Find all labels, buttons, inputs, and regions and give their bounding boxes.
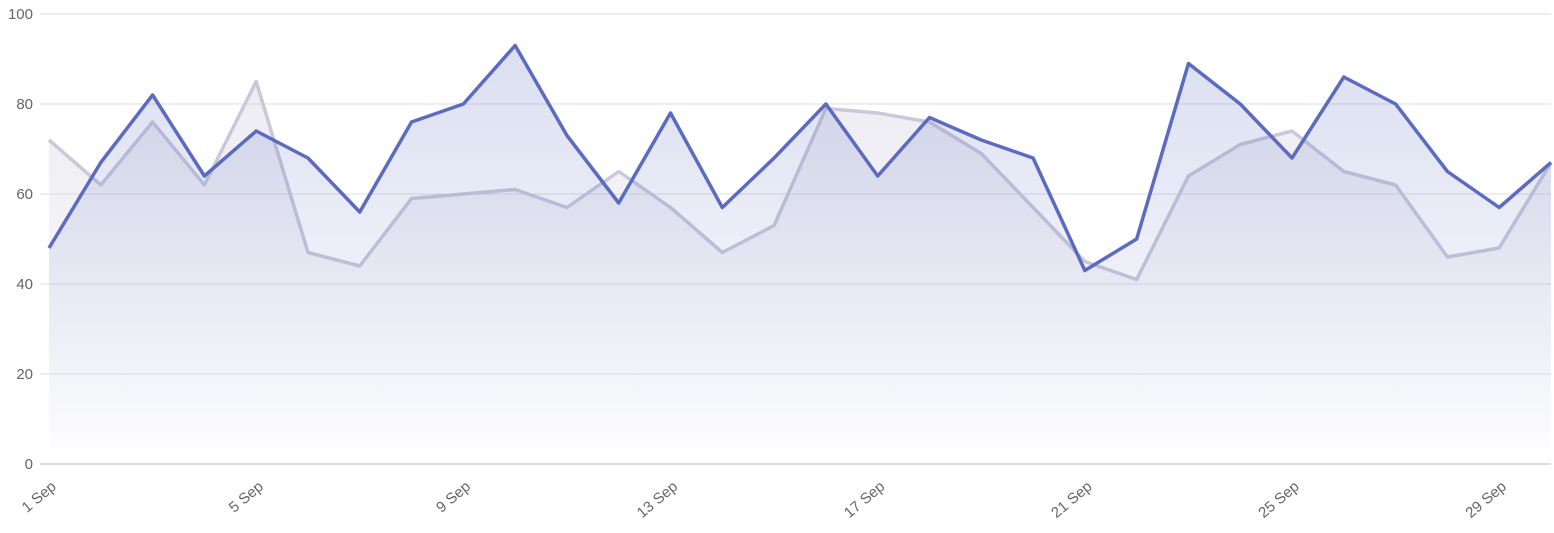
- area-line: [47, 43, 1553, 273]
- y-tick-label: 20: [16, 366, 33, 383]
- y-tick-label: 100: [8, 6, 33, 23]
- x-tick-label: 13 Sep: [634, 478, 681, 522]
- area-fill: [49, 45, 1551, 464]
- y-tick-label: 80: [16, 96, 33, 113]
- x-tick-label: 5 Sep: [226, 478, 267, 516]
- x-tick-label: 21 Sep: [1048, 478, 1095, 522]
- x-tick-label: 29 Sep: [1462, 478, 1509, 522]
- y-tick-label: 0: [25, 456, 33, 473]
- x-tick-label: 9 Sep: [433, 478, 474, 516]
- x-tick-label: 17 Sep: [841, 478, 888, 522]
- x-tick-label: 25 Sep: [1255, 478, 1302, 522]
- x-tick-label: 1 Sep: [19, 478, 60, 516]
- y-tick-label: 60: [16, 186, 33, 203]
- y-tick-label: 40: [16, 276, 33, 293]
